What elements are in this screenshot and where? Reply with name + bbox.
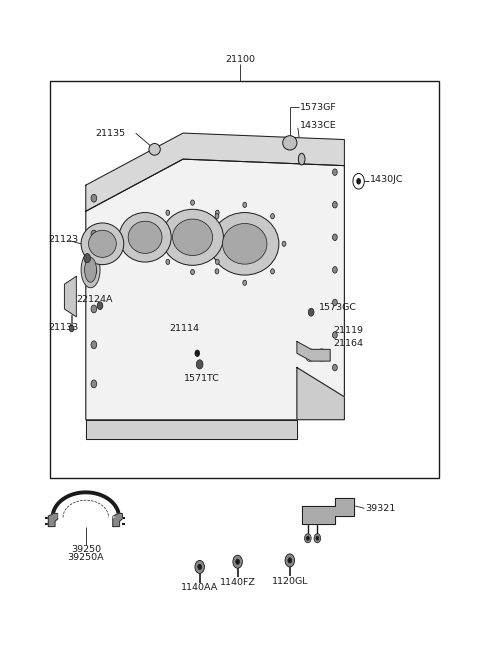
Circle shape (236, 559, 240, 564)
Ellipse shape (88, 230, 116, 258)
Circle shape (153, 147, 156, 152)
Ellipse shape (172, 219, 213, 256)
Circle shape (319, 351, 324, 359)
Circle shape (196, 360, 203, 369)
Circle shape (191, 269, 194, 275)
Bar (50, 81, 439, 478)
Circle shape (356, 178, 361, 185)
Circle shape (353, 173, 364, 189)
Text: 22124A: 22124A (76, 295, 113, 304)
Text: 1140FZ: 1140FZ (220, 578, 255, 587)
Circle shape (304, 533, 311, 543)
Circle shape (307, 351, 313, 359)
Ellipse shape (149, 143, 160, 155)
Circle shape (215, 269, 219, 274)
Circle shape (243, 202, 247, 208)
Ellipse shape (84, 258, 96, 283)
Circle shape (333, 169, 337, 175)
Circle shape (216, 210, 219, 215)
Circle shape (288, 558, 292, 563)
Polygon shape (301, 498, 354, 524)
Circle shape (306, 536, 309, 540)
Text: 21100: 21100 (225, 55, 255, 64)
Circle shape (166, 210, 170, 215)
Polygon shape (86, 133, 344, 212)
Text: 1433CE: 1433CE (300, 121, 337, 129)
Circle shape (308, 308, 314, 316)
Ellipse shape (128, 221, 162, 254)
Text: 39250A: 39250A (68, 553, 104, 562)
Ellipse shape (81, 223, 124, 265)
Circle shape (233, 555, 242, 568)
Polygon shape (86, 159, 344, 420)
Circle shape (314, 533, 321, 543)
Ellipse shape (81, 252, 100, 288)
Circle shape (308, 352, 312, 359)
Polygon shape (113, 514, 122, 526)
Polygon shape (48, 514, 58, 526)
Text: 1120GL: 1120GL (272, 577, 308, 586)
Circle shape (204, 241, 207, 246)
Ellipse shape (119, 213, 171, 262)
Circle shape (300, 156, 303, 162)
Ellipse shape (283, 136, 297, 150)
Circle shape (198, 564, 202, 570)
Circle shape (333, 332, 337, 338)
Circle shape (91, 341, 96, 349)
Circle shape (97, 302, 103, 309)
Polygon shape (86, 420, 297, 440)
Ellipse shape (223, 223, 267, 264)
Circle shape (91, 194, 96, 202)
Text: 39321: 39321 (365, 504, 396, 513)
Circle shape (91, 305, 96, 313)
Polygon shape (297, 342, 330, 361)
Ellipse shape (299, 153, 305, 165)
Circle shape (195, 350, 200, 357)
Circle shape (91, 380, 96, 388)
Circle shape (91, 267, 96, 275)
Text: 21135: 21135 (96, 129, 125, 137)
Text: 21119: 21119 (334, 326, 363, 335)
Circle shape (91, 230, 96, 238)
Circle shape (84, 254, 91, 263)
Circle shape (156, 235, 159, 240)
Text: 1140AA: 1140AA (181, 583, 218, 592)
Circle shape (166, 260, 170, 265)
Circle shape (319, 352, 324, 359)
Text: 1430JC: 1430JC (370, 175, 404, 185)
Text: 21164: 21164 (334, 339, 363, 348)
Text: 1573GF: 1573GF (300, 102, 337, 112)
Circle shape (285, 554, 295, 567)
Circle shape (215, 214, 219, 219)
Circle shape (333, 267, 337, 273)
Circle shape (216, 260, 219, 265)
Ellipse shape (211, 213, 279, 275)
Circle shape (226, 235, 229, 240)
Text: 1571TC: 1571TC (184, 374, 220, 382)
Circle shape (271, 214, 275, 219)
Text: 21114: 21114 (170, 324, 200, 333)
Text: 39250: 39250 (71, 545, 101, 555)
Circle shape (333, 299, 337, 306)
Circle shape (69, 325, 74, 332)
Text: 21123: 21123 (48, 235, 78, 244)
Circle shape (243, 280, 247, 285)
Circle shape (333, 202, 337, 208)
Circle shape (191, 200, 194, 205)
Circle shape (333, 234, 337, 240)
Circle shape (271, 269, 275, 274)
Circle shape (333, 365, 337, 371)
Circle shape (282, 241, 286, 246)
Circle shape (316, 536, 319, 540)
Circle shape (195, 560, 204, 574)
Ellipse shape (162, 210, 223, 265)
Polygon shape (64, 277, 76, 317)
Text: 21133: 21133 (48, 323, 78, 332)
Polygon shape (297, 367, 344, 420)
Text: 1573GC: 1573GC (319, 303, 357, 312)
